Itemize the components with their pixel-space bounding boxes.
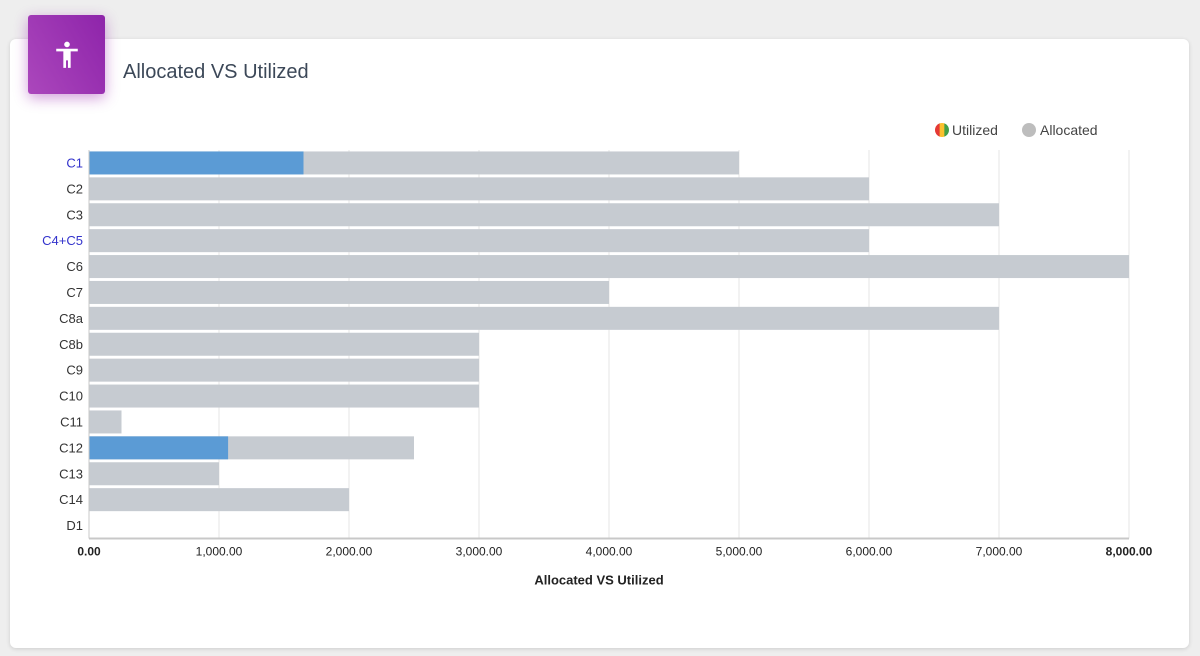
x-tick-label: 6,000.00 <box>846 545 893 559</box>
bar-allocated-c8b <box>89 332 479 356</box>
bar-allocated-c9 <box>89 358 479 382</box>
category-label: C3 <box>66 207 83 222</box>
legend-allocated-label: Allocated <box>1040 122 1098 138</box>
bar-allocated-c4-c5 <box>89 229 869 253</box>
category-label: C7 <box>66 285 83 300</box>
bar-allocated-c14 <box>89 488 349 512</box>
x-tick-label: 7,000.00 <box>976 545 1023 559</box>
bar-allocated-c13 <box>89 462 219 486</box>
category-label: C14 <box>59 492 83 507</box>
category-label: C10 <box>59 389 83 404</box>
card-title: Allocated VS Utilized <box>123 61 309 83</box>
legend-allocated-marker <box>1022 123 1036 137</box>
accessibility-icon <box>55 41 78 68</box>
category-label: C9 <box>66 363 83 378</box>
x-tick-label: 5,000.00 <box>716 545 763 559</box>
x-tick-label: 1,000.00 <box>196 545 243 559</box>
category-label: C12 <box>59 440 83 455</box>
x-tick-label: 8,000.00 <box>1106 545 1153 559</box>
bar-utilized-c1 <box>89 151 304 175</box>
bar-allocated-c3 <box>89 203 999 227</box>
category-label: C11 <box>60 414 83 429</box>
x-tick-label: 0.00 <box>77 545 101 559</box>
bar-allocated-c7 <box>89 280 609 304</box>
bar-allocated-c2 <box>89 177 869 201</box>
bar-allocated-c11 <box>89 410 122 434</box>
legend-utilized-label: Utilized <box>952 122 998 138</box>
category-label: C1 <box>66 155 83 170</box>
x-axis-title: Allocated VS Utilized <box>534 573 663 588</box>
category-label: C6 <box>66 259 83 274</box>
bar-allocated-c6 <box>89 255 1129 279</box>
legend-utilized-marker <box>935 123 949 137</box>
bar-allocated-c8a <box>89 306 999 330</box>
category-label: C8b <box>59 337 83 352</box>
category-label: C8a <box>59 311 84 326</box>
category-label: C13 <box>59 466 83 481</box>
bar-utilized-c12 <box>89 436 229 460</box>
x-tick-label: 3,000.00 <box>456 545 503 559</box>
category-label: C4+C5 <box>42 233 83 248</box>
category-label: D1 <box>66 518 83 533</box>
category-label: C2 <box>66 181 83 196</box>
card-icon-badge <box>28 15 105 94</box>
x-tick-label: 4,000.00 <box>586 545 633 559</box>
bar-allocated-c10 <box>89 384 479 408</box>
x-tick-label: 2,000.00 <box>326 545 373 559</box>
